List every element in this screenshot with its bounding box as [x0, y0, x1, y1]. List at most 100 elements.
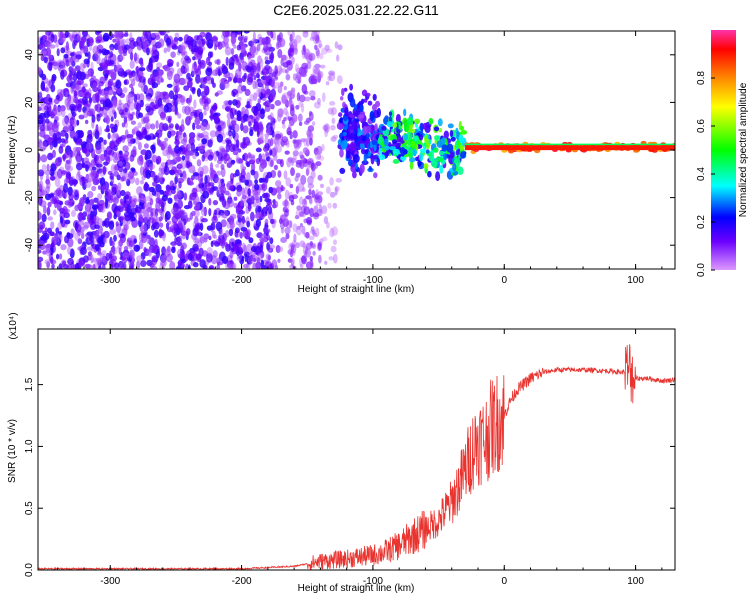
spectrogram-cell — [392, 159, 400, 164]
spectrogram-cell — [291, 38, 296, 44]
spectrogram-cell — [317, 191, 324, 196]
spectrogram-cell — [119, 43, 123, 52]
spectrogram-cell — [210, 240, 214, 248]
spectrogram-cell — [133, 244, 140, 252]
spectrogram-cell — [149, 263, 155, 268]
spectrogram-cell — [144, 134, 152, 140]
spectrogram-cell — [349, 97, 356, 108]
spectrogram-cell — [153, 229, 159, 238]
spectrogram-cell — [116, 87, 122, 94]
spectrogram-cell — [121, 136, 126, 143]
spectrogram-cell — [134, 52, 138, 62]
spectrogram-cell — [71, 86, 77, 93]
spectrogram-cell — [241, 75, 247, 83]
spectrogram-cell — [109, 228, 117, 235]
y-tick-label: 1.5 — [24, 377, 35, 391]
spectrogram-cell — [38, 105, 42, 111]
spectrogram-cell — [281, 97, 287, 105]
spectrogram-cell — [263, 44, 267, 49]
spectrogram-cell — [452, 162, 457, 172]
spectrogram-cell — [53, 137, 58, 146]
spectrogram-cell — [76, 138, 82, 146]
spectrogram-cell — [435, 171, 441, 182]
spectrogram-cell — [184, 63, 189, 72]
spectrogram-cell — [240, 115, 246, 124]
spectrogram-cell — [59, 38, 65, 44]
spectrogram-cell — [306, 137, 310, 147]
spectrogram-cell — [165, 210, 171, 221]
spectrogram-cell — [40, 55, 45, 62]
spectrogram-cell — [281, 54, 287, 61]
spectrogram-cell — [314, 150, 321, 161]
spectrogram-cell — [318, 254, 322, 264]
spectrogram-cell — [107, 132, 111, 140]
spectrogram-cell — [94, 224, 100, 229]
spectrogram-cell — [430, 155, 435, 165]
spectrogram-cell — [95, 39, 101, 44]
spectrogram-cell — [195, 238, 199, 244]
spectrogram-cell — [41, 164, 47, 172]
spectrogram-cell — [218, 229, 223, 239]
spectrogram-cell — [168, 90, 175, 100]
spectrogram-cell — [236, 157, 242, 164]
spectrogram-cell — [241, 61, 249, 71]
spectrogram-cell — [220, 40, 226, 48]
spectrogram-cell — [255, 218, 261, 228]
spectrogram-cell — [290, 167, 295, 177]
spectrogram-cell — [158, 122, 165, 132]
spectrogram-cell — [247, 152, 251, 158]
spectrogram-cell — [321, 236, 328, 242]
spectrogram-cell — [64, 115, 69, 125]
spectrogram-cell — [122, 222, 129, 228]
spectrogram-cell — [256, 232, 263, 239]
spectrogram-cell — [112, 197, 120, 205]
spectrogram-cell — [61, 260, 67, 267]
spectrogram-cell — [53, 234, 60, 244]
spectrogram-cell — [392, 122, 398, 129]
spectrogram-cell — [208, 198, 212, 206]
spectrogram-cell — [149, 198, 154, 206]
spectrogram-cell — [198, 145, 206, 150]
spectrogram-cell — [300, 138, 307, 143]
spectrogram-cell — [173, 73, 181, 84]
spectrogram-cell — [74, 133, 78, 139]
spectrogram-cell — [88, 108, 93, 115]
spectrogram-cell — [110, 116, 114, 122]
spectrogram-cell — [437, 118, 443, 127]
spectrogram-cell — [89, 170, 96, 179]
spectrogram-cell — [433, 126, 440, 132]
spectrogram-cell — [160, 31, 165, 36]
spectrogram-cell — [319, 238, 324, 243]
spectrogram-cell — [368, 165, 372, 171]
spectrogram-cell — [424, 134, 428, 144]
spectrogram-cell — [300, 263, 304, 269]
spectrogram-cell — [185, 151, 191, 160]
spectrogram-cell — [207, 154, 214, 161]
spectrogram-cell — [349, 141, 356, 152]
spectrogram-cell — [247, 54, 252, 64]
spectrogram-cell — [94, 229, 100, 239]
spectrogram-cell — [345, 150, 351, 159]
spectrogram-cell — [85, 196, 90, 204]
spectrogram-cell — [160, 106, 165, 112]
spectrogram-cell — [84, 203, 92, 213]
spectrogram-cell — [127, 46, 133, 55]
spectrogram-cell — [163, 104, 169, 113]
spectrogram-cell — [257, 206, 262, 213]
spectrogram-cell — [191, 210, 196, 216]
spectrogram-cell — [44, 169, 52, 176]
spectrogram-cell — [81, 157, 85, 163]
spectrogram-cell — [210, 222, 216, 231]
spectrogram-cell — [38, 153, 41, 163]
spectrogram-cell — [62, 62, 67, 70]
spectrogram-cell — [204, 157, 209, 162]
spectrogram-cell — [308, 195, 313, 204]
spectrogram-cell — [264, 56, 269, 61]
spectrogram-cell — [272, 122, 276, 131]
spectrogram-cell — [94, 244, 100, 252]
spectrogram-cell — [87, 129, 93, 137]
spectrogram-cell — [174, 237, 178, 244]
spectrogram-cell — [80, 247, 87, 255]
spectrogram-cell — [287, 116, 292, 121]
spectrogram-cell — [252, 62, 258, 69]
